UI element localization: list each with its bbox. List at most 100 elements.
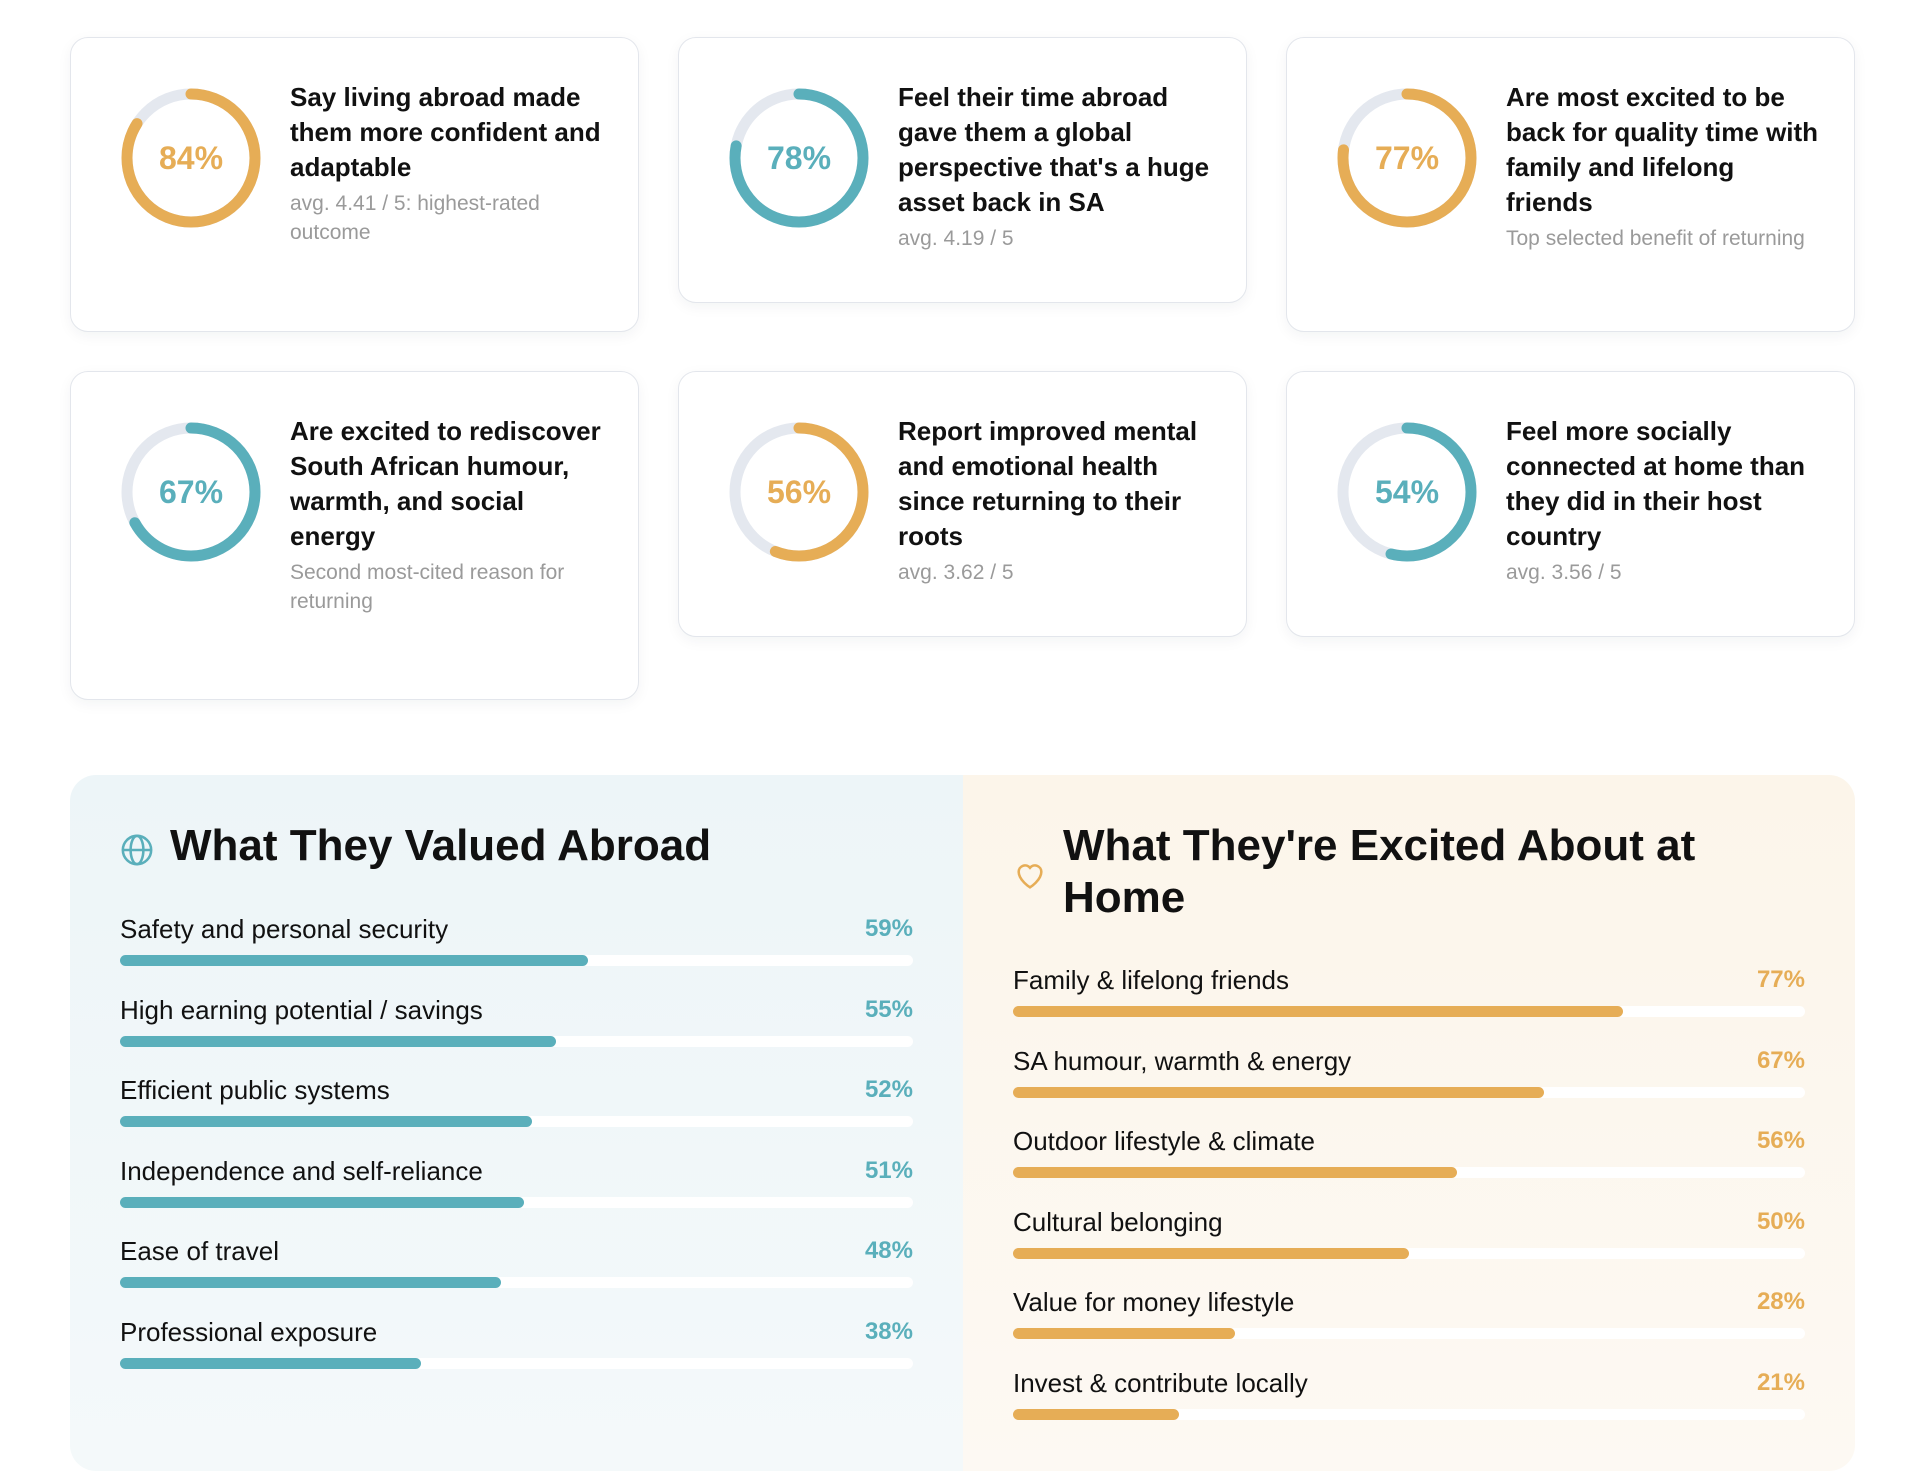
excited-home-panel: What They're Excited About at Home Famil… [963,775,1855,1471]
bar-label: Efficient public systems [120,1075,390,1106]
donut-chart: 56% [725,418,873,566]
excited-home-title: What They're Excited About at Home [1063,821,1696,922]
bar-percent: 52% [864,1076,913,1104]
stat-title: Are excited to rediscover South African … [290,416,601,551]
bar-item: Invest & contribute locally 21% [1013,1367,1805,1448]
bar-label: Professional exposure [120,1316,378,1347]
bar-fill [120,1116,533,1128]
bar-fill [120,1277,501,1289]
stat-percent: 84% [158,140,224,176]
bar-item: Efficient public systems 52% [120,1074,913,1155]
bar-label: Family & lifelong friends [1013,965,1289,995]
donut-fill [729,88,869,228]
bar-fill [1013,1328,1235,1340]
bar-label: Invest & contribute locally [1013,1367,1308,1398]
bar-label: Cultural belonging [1013,1206,1223,1237]
bar-fill [1013,1408,1180,1420]
bar-percent: 28% [1756,1288,1805,1316]
globe-icon [121,834,153,866]
bar-track [1013,1408,1805,1420]
donut-chart: 77% [1333,84,1481,232]
bar-track [1013,1328,1805,1340]
bar-fill [1013,1247,1409,1259]
bar-item: Ease of travel 48% [120,1235,913,1316]
bar-label: Value for money lifestyle [1013,1287,1295,1318]
valued-abroad-title: What They Valued Abroad [170,821,712,870]
bar-percent: 51% [864,1156,913,1184]
donut-chart: 84% [117,84,265,232]
stat-card: 78% Feel their time abroad gave them a g… [678,37,1247,303]
bar-item: Outdoor lifestyle & climate 56% [1013,1125,1805,1206]
heart-icon [1017,864,1043,889]
donut-fill [1337,422,1477,562]
bar-track [120,1116,913,1128]
stat-percent: 67% [158,474,224,510]
stat-percent: 77% [1374,140,1440,176]
bar-item: Safety and personal security 59% [120,913,913,994]
bar-item: Value for money lifestyle 28% [1013,1286,1805,1367]
bar-fill [120,955,588,966]
bar-item: Independence and self-reliance 51% [120,1155,913,1236]
bar-label: SA humour, warmth & energy [1013,1045,1352,1076]
bar-percent: 48% [864,1237,913,1265]
valued-abroad-list: Safety and personal security 59% High ea… [120,913,913,1397]
donut-fill [121,88,261,228]
stat-card: 54% Feel more socially connected at home… [1286,371,1855,637]
bar-track [120,1196,913,1208]
bar-fill [120,1357,422,1369]
donut-fill [729,422,869,562]
bar-item: Cultural belonging 50% [1013,1206,1805,1287]
excited-home-list: Family & lifelong friends 77% SA humour,… [1013,964,1805,1448]
bar-track [120,1035,913,1047]
stat-subtitle: avg. 3.62 / 5 [898,561,1014,584]
bar-percent: 55% [864,995,913,1023]
stat-subtitle: avg. 3.56 / 5 [1506,561,1622,584]
stat-title: Are most excited to be back for quality … [1506,82,1819,217]
bar-label: High earning potential / savings [120,994,483,1025]
bar-fill [1013,1006,1623,1017]
bar-track [1013,1006,1805,1017]
stat-card: 77% Are most excited to be back for qual… [1286,37,1855,332]
stat-percent: 78% [766,140,832,176]
donut-fill [1337,88,1477,228]
stat-subtitle: avg. 4.41 / 5: highest-rated outcome [290,192,540,244]
bar-fill [120,1196,525,1208]
bar-item: Professional exposure 38% [120,1316,913,1397]
bar-item: High earning potential / savings 55% [120,994,913,1075]
bar-fill [1013,1167,1457,1179]
stat-subtitle: Second most-cited reason for returning [290,561,565,613]
stat-title: Say living abroad made them more confide… [290,82,601,182]
bar-percent: 67% [1756,1046,1805,1074]
bar-track [1013,1086,1805,1098]
bar-percent: 50% [1756,1207,1805,1235]
stat-subtitle: avg. 4.19 / 5 [898,227,1014,250]
bar-label: Ease of travel [120,1236,279,1267]
stat-title: Feel their time abroad gave them a globa… [898,82,1210,217]
bar-track [120,1277,913,1289]
bar-track [120,1357,913,1369]
stat-title: Report improved mental and emotional hea… [898,416,1198,551]
bar-label: Safety and personal security [120,914,449,944]
stat-card: 56% Report improved mental and emotional… [678,371,1247,637]
bar-percent: 21% [1756,1368,1805,1396]
donut-chart: 54% [1333,418,1481,566]
bar-percent: 77% [1756,966,1805,993]
stat-title: Feel more socially connected at home tha… [1506,416,1806,551]
bar-label: Outdoor lifestyle & climate [1013,1126,1316,1157]
bar-fill [120,1035,557,1047]
stat-card: 84% Say living abroad made them more con… [70,37,639,332]
donut-fill [121,422,261,562]
stat-card: 67% Are excited to rediscover South Afri… [70,371,639,700]
stat-percent: 56% [766,474,832,510]
donut-chart: 78% [725,84,873,232]
bar-item: SA humour, warmth & energy 67% [1013,1045,1805,1126]
bar-track [1013,1167,1805,1179]
stat-percent: 54% [1374,474,1440,510]
bar-fill [1013,1086,1544,1098]
bar-percent: 59% [864,915,913,942]
bar-item: Family & lifelong friends 77% [1013,964,1805,1045]
stat-subtitle: Top selected benefit of returning [1506,227,1805,250]
bar-label: Independence and self-reliance [120,1155,483,1186]
bar-percent: 38% [864,1317,913,1345]
bar-track [120,955,913,966]
